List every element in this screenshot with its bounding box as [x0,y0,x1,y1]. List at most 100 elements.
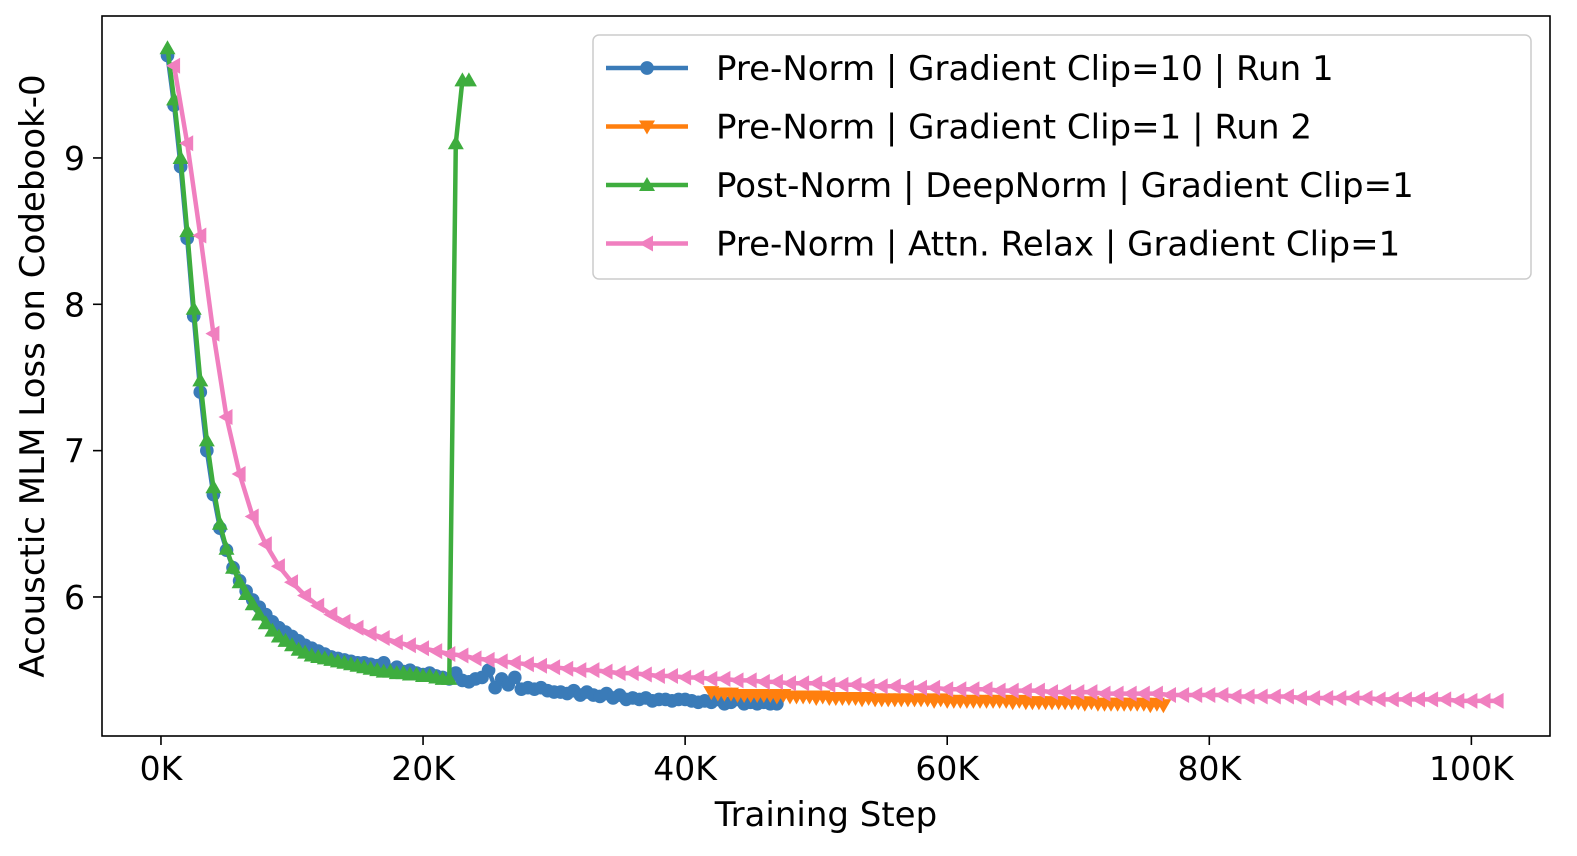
data-point [598,663,613,680]
data-point [1279,688,1294,705]
data-point [1476,692,1491,709]
data-point [179,135,194,152]
data-point [1122,685,1137,702]
data-point [847,676,862,693]
data-point [159,40,176,55]
data-point [585,662,600,679]
data-point [1109,685,1124,702]
data-point [860,678,875,695]
data-point [1162,687,1176,703]
data-point [716,670,731,687]
data-point [729,672,744,689]
data-point [244,508,259,525]
series-layer [159,40,1504,714]
data-point [1397,691,1412,708]
data-point [336,613,351,630]
legend-item-2: Pre-Norm | Gradient Clip=1 | Run 2 [606,108,1312,148]
data-point [926,679,941,696]
data-point [1214,687,1229,703]
legend-swatch-marker [639,120,655,135]
data-point [1358,690,1373,706]
legend-item-3: Post-Norm | DeepNorm | Gradient Clip=1 [606,166,1414,206]
data-point [1411,691,1425,708]
data-point [821,676,836,693]
data-point [1148,685,1163,702]
legend-label: Post-Norm | DeepNorm | Gradient Clip=1 [716,166,1414,206]
legend-swatch-marker [640,61,654,75]
data-point [238,586,255,600]
data-point [257,615,274,630]
data-point [611,665,626,682]
data-point [978,681,993,698]
data-point [1463,692,1478,709]
data-point [441,646,456,662]
data-point [1096,685,1111,702]
data-point [270,558,285,575]
x-tick-label: 0K [140,749,184,788]
data-point [481,663,496,677]
data-point [637,666,652,683]
data-point [211,515,228,530]
data-point [185,300,202,315]
data-point [205,325,220,342]
data-point [1240,688,1255,705]
data-point [1306,690,1321,706]
data-point [1030,682,1045,699]
data-point [559,660,574,677]
data-point [1345,690,1360,706]
x-tick-label: 40K [653,749,718,788]
data-point [218,409,233,425]
data-point [834,676,849,693]
data-point [1057,684,1072,701]
data-point [755,673,770,690]
x-axis: 0K 20K 40K 60K 80K 100K [140,736,1515,788]
data-point [899,679,914,696]
data-point [506,654,521,671]
data-point [768,673,783,690]
data-point [1201,687,1216,703]
legend-label: Pre-Norm | Gradient Clip=1 | Run 2 [716,108,1312,148]
data-point [460,72,477,87]
x-tick-label: 80K [1177,749,1242,788]
y-tick-label: 8 [64,285,85,324]
data-point [388,634,403,651]
data-point [913,679,927,696]
data-point [965,681,980,698]
data-point [952,681,967,698]
data-point [533,657,547,674]
legend-label: Pre-Norm | Attn. Relax | Gradient Clip=1 [716,225,1400,265]
data-point [297,587,312,604]
legend-item-1: Pre-Norm | Gradient Clip=10 | Run 1 [606,49,1334,89]
data-point [519,656,534,673]
data-point [310,597,325,614]
data-point [192,372,209,387]
data-point [493,653,508,670]
data-point [991,682,1006,699]
data-point [467,650,482,667]
data-point [231,574,248,589]
data-point [362,625,377,642]
y-tick-label: 9 [64,139,85,178]
data-point [480,651,495,668]
data-point [441,670,458,685]
data-point [795,675,810,692]
y-tick-label: 6 [64,578,85,617]
data-point [1083,684,1098,701]
data-point [624,665,639,682]
x-tick-label: 100K [1429,749,1515,788]
x-axis-label: Training Step [714,795,937,835]
data-point [428,643,443,660]
data-point [1489,692,1504,709]
data-point [1135,685,1150,702]
data-point [1253,688,1268,705]
data-point [349,619,364,636]
data-point [1017,682,1032,699]
series-4 [166,57,1504,709]
data-point [572,662,587,679]
data-point [323,606,338,623]
data-point [415,640,429,657]
data-point [231,466,246,482]
data-point [1227,688,1242,705]
y-axis: 6 7 8 9 [64,139,102,617]
